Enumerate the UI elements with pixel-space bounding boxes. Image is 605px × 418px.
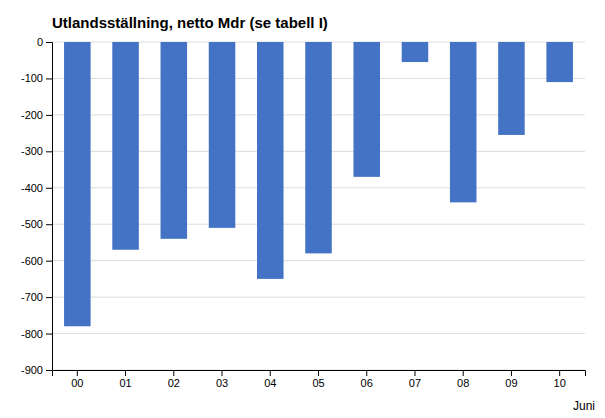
grid-line bbox=[52, 260, 585, 261]
x-tick-label: 07 bbox=[409, 377, 421, 389]
y-tick-label: -700 bbox=[21, 291, 43, 303]
x-tick: 06 bbox=[361, 370, 373, 389]
x-tick-mark bbox=[559, 370, 560, 376]
bar bbox=[161, 42, 188, 239]
y-tick: -500 bbox=[21, 218, 52, 230]
x-tick: 07 bbox=[409, 370, 421, 389]
y-tick: -800 bbox=[21, 328, 52, 340]
x-tick-mark bbox=[463, 370, 464, 376]
x-tick-label: 01 bbox=[119, 377, 131, 389]
bar bbox=[112, 42, 139, 250]
y-tick-mark bbox=[46, 78, 52, 79]
y-tick: 0 bbox=[37, 36, 52, 48]
y-tick: -700 bbox=[21, 291, 52, 303]
y-tick: -100 bbox=[21, 72, 52, 84]
x-tick: 00 bbox=[71, 370, 83, 389]
y-tick-label: -500 bbox=[21, 218, 43, 230]
x-tick-mark bbox=[318, 370, 319, 376]
x-tick: 09 bbox=[505, 370, 517, 389]
bars bbox=[64, 42, 573, 326]
x-tick: 03 bbox=[216, 370, 228, 389]
bar bbox=[353, 42, 380, 177]
bar bbox=[450, 42, 477, 202]
chart-container: 0-100-200-300-400-500-600-700-800-900000… bbox=[0, 0, 605, 418]
grid-line bbox=[52, 333, 585, 334]
x-tick: 08 bbox=[457, 370, 469, 389]
x-tick-label: 05 bbox=[312, 377, 324, 389]
x-tick-mark bbox=[366, 370, 367, 376]
x-label: Juni bbox=[573, 399, 595, 413]
y-tick-mark bbox=[46, 224, 52, 225]
x-tick: 10 bbox=[554, 370, 566, 389]
bar bbox=[546, 42, 573, 82]
y-tick-label: -800 bbox=[21, 328, 43, 340]
bar bbox=[402, 42, 429, 62]
y-tick: -200 bbox=[21, 109, 52, 121]
x-tick-label: 03 bbox=[216, 377, 228, 389]
x-tick-mark bbox=[222, 370, 223, 376]
y-tick-mark bbox=[46, 370, 52, 371]
x-tick-mark bbox=[270, 370, 271, 376]
y-tick-mark bbox=[46, 188, 52, 189]
plot-area: 0-100-200-300-400-500-600-700-800-900000… bbox=[21, 36, 586, 389]
y-tick: -900 bbox=[21, 364, 52, 376]
x-tick-label: 10 bbox=[554, 377, 566, 389]
y-tick-mark bbox=[46, 115, 52, 116]
bar bbox=[305, 42, 332, 253]
title: Utlandsställning, netto Mdr (se tabell I… bbox=[52, 14, 328, 31]
y-tick: -600 bbox=[21, 255, 52, 267]
x-tick-mark bbox=[125, 370, 126, 376]
y-tick-mark bbox=[46, 42, 52, 43]
y-tick-mark bbox=[46, 297, 52, 298]
y-tick-label: -200 bbox=[21, 109, 43, 121]
y-tick-label: -100 bbox=[21, 72, 43, 84]
y-tick-label: -900 bbox=[21, 364, 43, 376]
y-tick-mark bbox=[46, 151, 52, 152]
y-tick-mark bbox=[46, 334, 52, 335]
x-tick-label: 02 bbox=[168, 377, 180, 389]
x-tick-mark bbox=[77, 370, 78, 376]
grid-line bbox=[52, 297, 585, 298]
y-tick: -300 bbox=[21, 145, 52, 157]
bar bbox=[498, 42, 525, 135]
bar bbox=[64, 42, 91, 326]
x-tick: 02 bbox=[168, 370, 180, 389]
bar bbox=[257, 42, 284, 279]
x-tick: 04 bbox=[264, 370, 276, 389]
x-tick-mark bbox=[511, 370, 512, 376]
y-axis-line bbox=[46, 43, 53, 371]
grid bbox=[52, 42, 585, 370]
x-tick-label: 00 bbox=[71, 377, 83, 389]
x-tick: 01 bbox=[119, 370, 131, 389]
x-axis: 00 01 02 03 04 05 06 07 08 09 10 bbox=[53, 370, 586, 389]
x-tick: 05 bbox=[312, 370, 324, 389]
y-tick-mark bbox=[46, 261, 52, 262]
y-tick: -400 bbox=[21, 182, 52, 194]
chart-svg: 0-100-200-300-400-500-600-700-800-900000… bbox=[0, 0, 605, 418]
x-tick-label: 08 bbox=[457, 377, 469, 389]
x-tick-label: 09 bbox=[505, 377, 517, 389]
x-axis-line bbox=[53, 371, 586, 377]
y-tick-label: -600 bbox=[21, 255, 43, 267]
y-axis: 0 -100 -200 -300 -400 -500 -600 -700 -800 -900 bbox=[21, 36, 53, 376]
y-tick-label: 0 bbox=[37, 36, 43, 48]
y-tick-label: -400 bbox=[21, 182, 43, 194]
bar bbox=[209, 42, 236, 228]
x-tick-mark bbox=[414, 370, 415, 376]
x-tick-label: 04 bbox=[264, 377, 276, 389]
x-tick-mark bbox=[173, 370, 174, 376]
x-tick-label: 06 bbox=[361, 377, 373, 389]
y-tick-label: -300 bbox=[21, 145, 43, 157]
